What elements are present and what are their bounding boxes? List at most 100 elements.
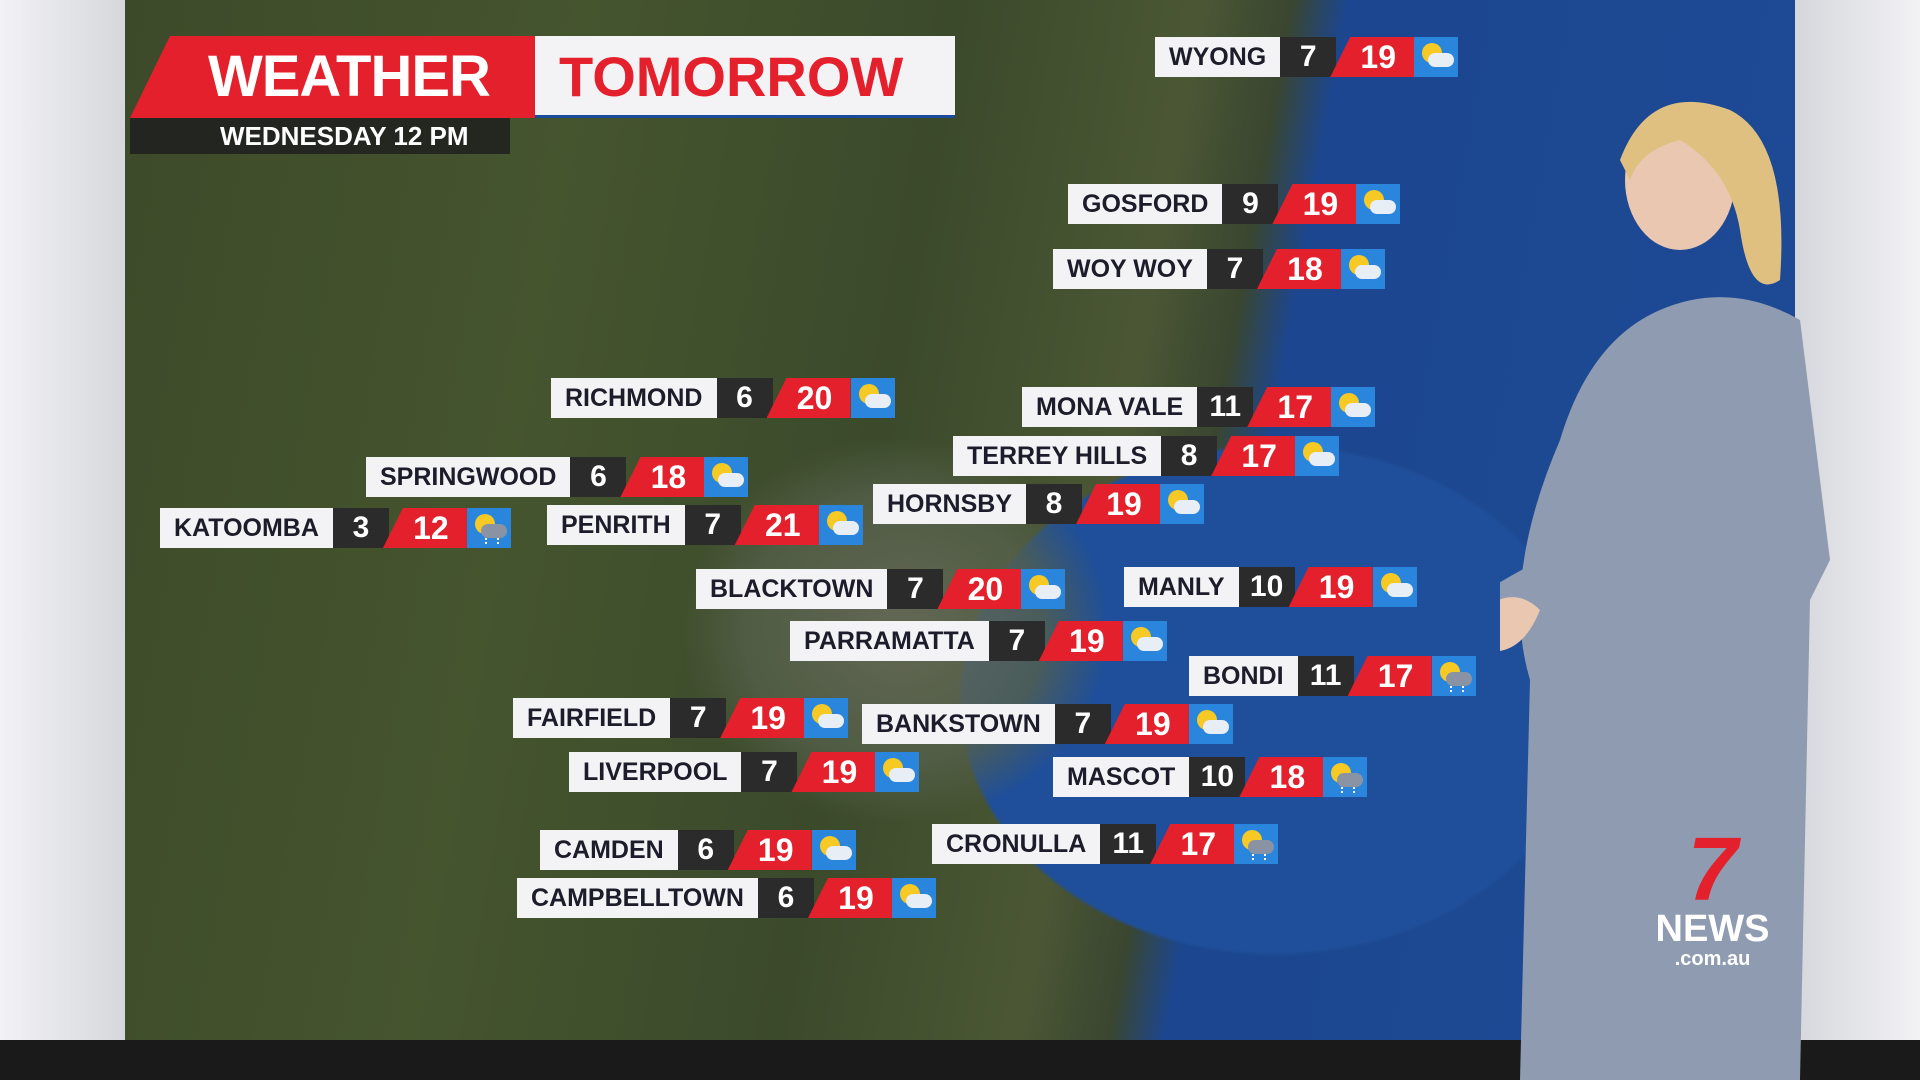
max-temp: 18 [620,457,705,497]
min-temp: 11 [1297,656,1354,696]
forecast-row: BLACKTOWN 7 20 [696,569,1066,609]
location-name: CAMPBELLTOWN [517,878,758,918]
max-temp: 20 [937,569,1022,609]
min-temp: 6 [677,830,734,870]
forecast-row: MONA VALE 11 17 [1022,387,1376,427]
forecast-row: TERREY HILLS 8 17 [953,436,1340,476]
location-name: WYONG [1155,37,1281,77]
partly-cloudy-icon [891,878,936,918]
forecast-row: GOSFORD 9 19 [1068,184,1401,224]
showers-icon [1431,656,1476,696]
forecast-row: WYONG 7 19 [1155,37,1459,77]
min-temp: 7 [1054,704,1111,744]
partly-cloudy-icon [704,457,749,497]
partly-cloudy-icon [811,830,856,870]
forecast-row: BONDI 11 17 [1189,656,1476,696]
forecast-row: PENRITH 7 21 [547,505,863,545]
max-temp: 19 [1104,704,1189,744]
location-name: RICHMOND [551,378,717,418]
partly-cloudy-icon [1188,704,1233,744]
min-temp: 7 [1206,249,1263,289]
forecast-row: MASCOT 10 18 [1053,757,1368,797]
min-temp: 7 [684,505,741,545]
max-temp: 19 [1076,484,1161,524]
location-name: MASCOT [1053,757,1190,797]
partly-cloudy-icon [875,752,920,792]
location-name: LIVERPOOL [569,752,742,792]
location-name: BONDI [1189,656,1298,696]
max-temp: 12 [382,508,467,548]
location-name: BANKSTOWN [862,704,1055,744]
location-name: SPRINGWOOD [366,457,571,497]
location-name: MANLY [1124,567,1239,607]
location-name: PARRAMATTA [790,621,989,661]
min-temp: 9 [1222,184,1279,224]
max-temp: 19 [1272,184,1357,224]
max-temp: 19 [727,830,812,870]
min-temp: 7 [741,752,798,792]
partly-cloudy-icon [1340,249,1385,289]
forecast-row: WOY WOY 7 18 [1053,249,1385,289]
partly-cloudy-icon [1122,621,1167,661]
partly-cloudy-icon [1021,569,1066,609]
forecast-row: CAMPBELLTOWN 6 19 [517,878,936,918]
min-temp: 7 [887,569,944,609]
forecast-row: HORNSBY 8 19 [873,484,1205,524]
min-temp: 6 [716,378,773,418]
partly-cloudy-icon [1356,184,1401,224]
max-temp: 17 [1347,656,1432,696]
min-temp: 3 [332,508,389,548]
forecast-time: WEDNESDAY 12 PM [130,118,510,154]
max-temp: 20 [766,378,851,418]
min-temp: 7 [670,698,727,738]
forecast-row: FAIRFIELD 7 19 [513,698,849,738]
partly-cloudy-icon [850,378,895,418]
location-name: PENRITH [547,505,685,545]
forecast-row: LIVERPOOL 7 19 [569,752,920,792]
min-temp: 6 [757,878,814,918]
location-name: HORNSBY [873,484,1027,524]
logo-text: NEWS [1655,908,1770,950]
location-name: FAIRFIELD [513,698,671,738]
location-name: TERREY HILLS [953,436,1162,476]
partly-cloudy-icon [1160,484,1205,524]
max-temp: 19 [1330,37,1415,77]
min-temp: 10 [1238,567,1295,607]
max-temp: 19 [720,698,805,738]
partly-cloudy-icon [818,505,863,545]
max-temp: 19 [807,878,892,918]
partly-cloudy-icon [804,698,849,738]
studio-panel-left [0,0,130,1080]
min-temp: 7 [1280,37,1337,77]
location-name: GOSFORD [1068,184,1223,224]
min-temp: 8 [1026,484,1083,524]
partly-cloudy-icon [1414,37,1459,77]
forecast-row: SPRINGWOOD 6 18 [366,457,749,497]
partly-cloudy-icon [1331,387,1376,427]
title-weather: WEATHER [130,36,535,118]
forecast-row: PARRAMATTA 7 19 [790,621,1167,661]
logo-mark: 7 [1687,820,1738,920]
showers-icon [1323,757,1368,797]
forecast-row: CRONULLA 11 17 [932,824,1279,864]
partly-cloudy-icon [1295,436,1340,476]
max-temp: 18 [1256,249,1341,289]
max-temp: 17 [1150,824,1235,864]
min-temp: 6 [570,457,627,497]
location-name: WOY WOY [1053,249,1207,289]
showers-icon [1234,824,1279,864]
forecast-row: BANKSTOWN 7 19 [862,704,1233,744]
max-temp: 21 [734,505,819,545]
location-name: BLACKTOWN [696,569,888,609]
forecast-row: KATOOMBA 3 12 [160,508,511,548]
location-name: CAMDEN [540,830,678,870]
min-temp: 11 [1197,387,1254,427]
min-temp: 8 [1161,436,1218,476]
forecast-row: RICHMOND 6 20 [551,378,895,418]
max-temp: 17 [1211,436,1296,476]
forecast-row: CAMDEN 6 19 [540,830,856,870]
min-temp: 11 [1100,824,1157,864]
location-name: CRONULLA [932,824,1101,864]
max-temp: 19 [1038,621,1123,661]
forecast-row: MANLY 10 19 [1124,567,1417,607]
